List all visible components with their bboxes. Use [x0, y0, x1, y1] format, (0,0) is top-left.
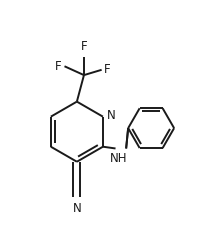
Text: F: F — [55, 60, 62, 73]
Text: NH: NH — [110, 152, 128, 165]
Text: N: N — [72, 202, 81, 214]
Text: F: F — [81, 40, 87, 53]
Text: N: N — [107, 109, 116, 122]
Text: F: F — [104, 63, 111, 76]
